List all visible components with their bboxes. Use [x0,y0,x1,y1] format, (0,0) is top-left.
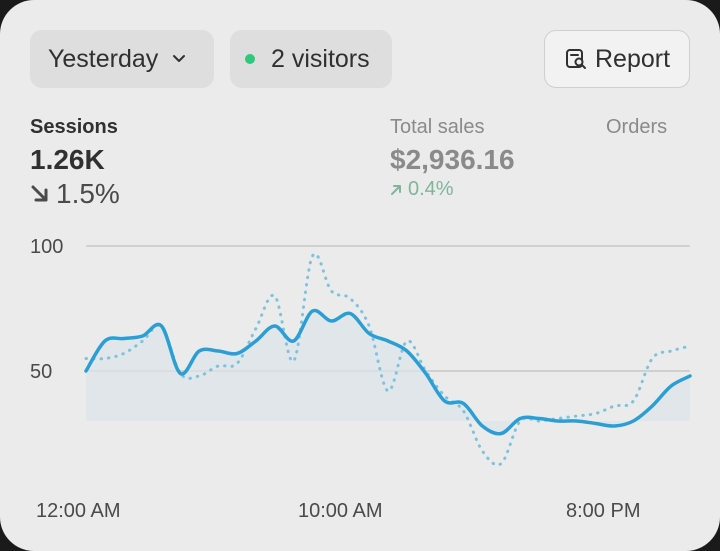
arrow-up-right-icon [391,184,401,195]
x-tick-label: 10:00 AM [298,500,383,522]
date-range-selector[interactable]: Yesterday [30,30,214,88]
total-sales-label[interactable]: Total sales [390,116,485,138]
date-range-label: Yesterday [48,44,159,73]
report-icon [566,49,586,69]
comparison-series-line [84,252,692,467]
total-sales-value: $2,936.16 [390,144,515,175]
sessions-series-line [84,308,692,436]
visitors-count: 2 visitors [271,44,370,73]
y-tick-label: 100 [30,236,63,258]
x-tick-label: 12:00 AM [36,500,121,522]
live-visitors-badge[interactable]: 2 visitors [230,30,392,88]
sessions-value: 1.26K [30,144,105,175]
area-fill [86,310,690,434]
sessions-label[interactable]: Sessions [30,116,118,138]
x-tick-label: 8:00 PM [566,500,640,522]
arrow-down-right-icon [31,185,48,202]
sessions-change-value: 1.5% [56,178,120,209]
sessions-chart: 100 50 12:00 AM 10:00 AM 8:00 PM [30,236,692,522]
total-sales-change: 0.4% [390,178,454,201]
report-label: Report [595,44,671,73]
live-dot-icon [245,54,255,64]
report-button[interactable]: Report [544,30,690,88]
chevron-down-icon [173,55,186,62]
y-tick-label: 50 [30,361,52,383]
total-sales-change-value: 0.4% [408,178,454,200]
orders-label[interactable]: Orders [606,116,668,138]
sessions-change: 1.5% [30,178,120,210]
